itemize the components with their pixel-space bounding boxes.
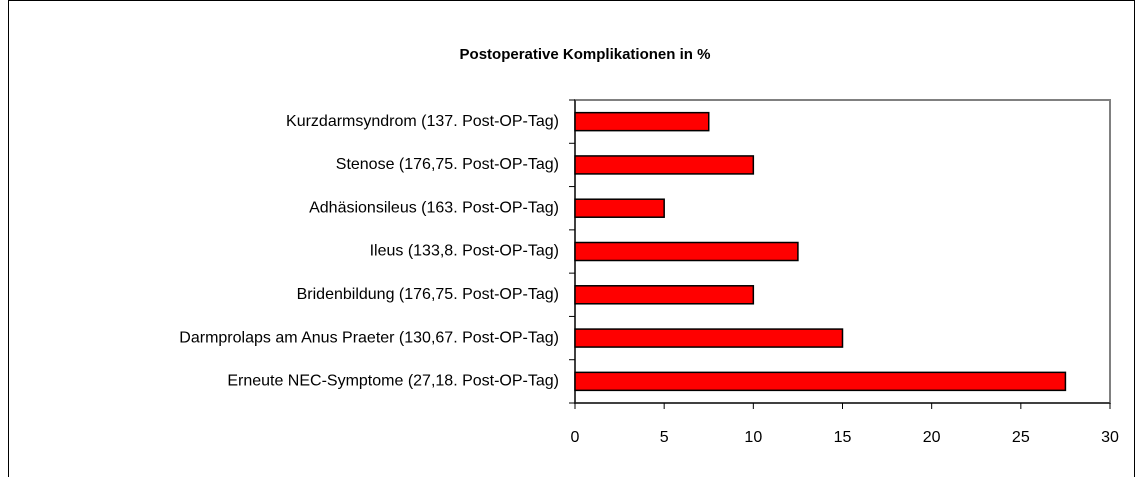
y-tick-label: Erneute NEC-Symptome (27,18. Post-OP-Tag… <box>227 373 559 390</box>
y-tick-label: Adhäsionsileus (163. Post-OP-Tag) <box>309 199 559 216</box>
x-tick-label: 30 <box>1101 429 1119 446</box>
bar <box>574 155 755 175</box>
chart-title: Postoperative Komplikationen in % <box>460 46 711 63</box>
bar <box>574 241 799 262</box>
x-tick-label: 20 <box>923 429 941 446</box>
chart-frame <box>8 0 1135 477</box>
y-tick-label: Darmprolaps am Anus Praeter (130,67. Pos… <box>179 329 559 346</box>
x-tick-label: 25 <box>1012 429 1030 446</box>
y-tick-label: Ileus (133,8. Post-OP-Tag) <box>370 243 559 260</box>
y-tick-label: Bridenbildung (176,75. Post-OP-Tag) <box>297 286 559 303</box>
bar <box>574 111 710 132</box>
x-tick-label: 15 <box>834 429 852 446</box>
y-tick-label: Kurzdarmsyndrom (137. Post-OP-Tag) <box>286 113 559 130</box>
bar <box>574 328 844 348</box>
x-tick-label: 5 <box>660 429 669 446</box>
bar <box>574 198 665 218</box>
y-tick-label: Stenose (176,75. Post-OP-Tag) <box>336 156 559 173</box>
bar <box>574 285 755 305</box>
bar <box>574 371 1067 392</box>
x-tick-label: 0 <box>571 429 580 446</box>
x-tick-label: 10 <box>744 429 762 446</box>
